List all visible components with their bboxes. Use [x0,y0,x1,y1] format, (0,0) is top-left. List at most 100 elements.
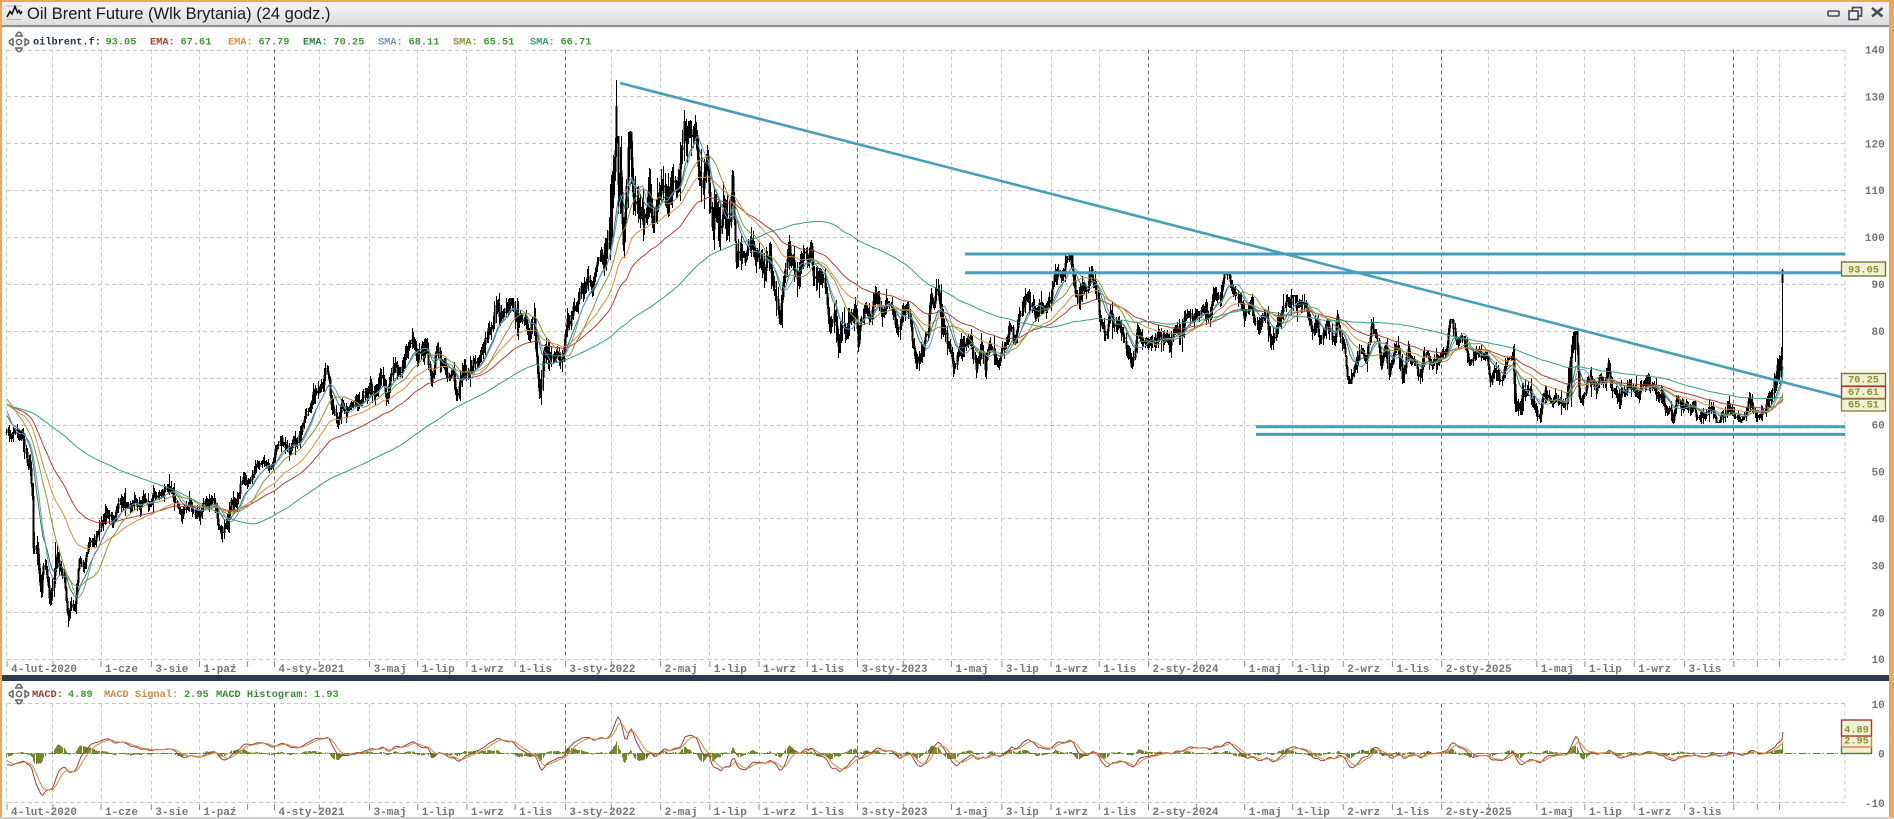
svg-text:MACD:: MACD: [32,689,63,701]
svg-text:3-lis: 3-lis [1689,664,1722,676]
svg-text:67.61: 67.61 [1848,387,1879,399]
svg-text:2-wrz: 2-wrz [1347,807,1380,819]
svg-text:1-lip: 1-lip [1297,807,1330,819]
svg-text:1-lip: 1-lip [1589,664,1622,676]
svg-text:1-lip: 1-lip [714,664,747,676]
svg-text:1-paź: 1-paź [204,807,237,819]
svg-text:140: 140 [1865,46,1885,58]
svg-text:1-wrz: 1-wrz [1055,664,1088,676]
svg-text:1-lis: 1-lis [519,807,552,819]
svg-text:1-wrz: 1-wrz [1638,664,1671,676]
svg-text:50: 50 [1871,468,1884,480]
svg-text:3-maj: 3-maj [374,807,407,819]
svg-text:2-sty-2024: 2-sty-2024 [1153,664,1219,676]
svg-text:2-maj: 2-maj [665,664,698,676]
svg-text:4.89: 4.89 [1844,725,1869,737]
svg-text:oilbrent.f:: oilbrent.f: [33,37,101,49]
svg-text:1-lip: 1-lip [422,664,455,676]
svg-text:2-sty-2025: 2-sty-2025 [1446,807,1512,819]
svg-text:3-sie: 3-sie [155,664,188,676]
svg-text:65.51: 65.51 [484,37,515,49]
svg-text:1-lip: 1-lip [1297,664,1330,676]
svg-text:3-sty-2022: 3-sty-2022 [569,807,635,819]
svg-text:1-maj: 1-maj [1541,664,1574,676]
svg-text:1.93: 1.93 [314,689,339,701]
svg-text:1-lip: 1-lip [1589,807,1622,819]
svg-text:2-sty-2025: 2-sty-2025 [1446,664,1512,676]
svg-text:4-sty-2021: 4-sty-2021 [279,807,345,819]
svg-text:66.71: 66.71 [561,37,592,49]
svg-text:3-sty-2023: 3-sty-2023 [862,807,928,819]
svg-text:1-wrz: 1-wrz [1638,807,1671,819]
svg-text:1-wrz: 1-wrz [763,807,796,819]
svg-text:SMA:: SMA: [378,37,403,49]
svg-text:70.25: 70.25 [1848,375,1879,387]
svg-text:120: 120 [1865,139,1885,151]
svg-text:93.05: 93.05 [1848,265,1879,277]
svg-text:EMA:: EMA: [228,37,253,49]
svg-text:1-wrz: 1-wrz [471,664,504,676]
svg-text:3-lip: 3-lip [1006,664,1039,676]
svg-text:2-maj: 2-maj [665,807,698,819]
svg-text:2-sty-2024: 2-sty-2024 [1153,807,1219,819]
svg-text:60: 60 [1871,421,1884,433]
svg-text:68.11: 68.11 [409,37,440,49]
svg-text:100: 100 [1865,233,1885,245]
svg-text:1-wrz: 1-wrz [763,664,796,676]
svg-text:10: 10 [1871,700,1884,712]
svg-text:MACD Histogram:: MACD Histogram: [216,689,309,701]
svg-text:1-lis: 1-lis [811,664,844,676]
svg-text:1-lis: 1-lis [811,807,844,819]
svg-text:1-lis: 1-lis [1103,807,1136,819]
svg-text:65.51: 65.51 [1848,400,1879,412]
svg-text:3-maj: 3-maj [374,664,407,676]
svg-text:1-maj: 1-maj [1249,664,1282,676]
svg-text:1-lis: 1-lis [1396,807,1429,819]
svg-text:3-lip: 3-lip [1006,807,1039,819]
svg-text:1-lip: 1-lip [422,807,455,819]
svg-text:1-lis: 1-lis [519,664,552,676]
svg-text:70.25: 70.25 [334,37,365,49]
svg-text:1-paź: 1-paź [204,664,237,676]
svg-text:1-cze: 1-cze [105,664,138,676]
svg-text:1-lis: 1-lis [1396,664,1429,676]
svg-text:2.95: 2.95 [1844,736,1869,748]
svg-text:1-lis: 1-lis [1103,664,1136,676]
svg-text:93.05: 93.05 [106,37,137,49]
svg-text:90: 90 [1871,280,1884,292]
svg-text:1-maj: 1-maj [956,664,989,676]
svg-text:67.61: 67.61 [181,37,212,49]
svg-text:MACD Signal:: MACD Signal: [104,689,178,701]
svg-text:EMA:: EMA: [150,37,175,49]
svg-text:3-sty-2023: 3-sty-2023 [862,664,928,676]
svg-text:1-maj: 1-maj [1249,807,1282,819]
svg-text:4-sty-2021: 4-sty-2021 [279,664,345,676]
svg-text:-10: -10 [1865,799,1885,811]
svg-text:67.79: 67.79 [259,37,290,49]
svg-text:80: 80 [1871,327,1884,339]
svg-text:1-maj: 1-maj [1541,807,1574,819]
svg-text:20: 20 [1871,608,1884,620]
svg-text:1-wrz: 1-wrz [471,807,504,819]
svg-text:1-maj: 1-maj [956,807,989,819]
svg-text:110: 110 [1865,186,1885,198]
svg-text:Oil Brent Future (Wlk Brytania: Oil Brent Future (Wlk Brytania) (24 godz… [27,5,331,23]
svg-text:1-wrz: 1-wrz [1055,807,1088,819]
svg-text:0: 0 [1878,749,1885,761]
svg-text:3-sty-2022: 3-sty-2022 [569,664,635,676]
svg-text:SMA:: SMA: [530,37,555,49]
svg-text:4-lut-2020: 4-lut-2020 [11,807,77,819]
svg-text:1-cze: 1-cze [105,807,138,819]
svg-text:130: 130 [1865,92,1885,104]
svg-text:40: 40 [1871,515,1884,527]
svg-text:EMA:: EMA: [303,37,328,49]
svg-text:30: 30 [1871,561,1884,573]
svg-text:2-wrz: 2-wrz [1347,664,1380,676]
svg-text:2.95: 2.95 [184,689,209,701]
svg-text:3-sie: 3-sie [155,807,188,819]
svg-text:3-lis: 3-lis [1689,807,1722,819]
svg-text:10: 10 [1871,655,1884,667]
svg-text:4.89: 4.89 [68,689,93,701]
svg-text:SMA:: SMA: [453,37,478,49]
svg-text:1-lip: 1-lip [714,807,747,819]
